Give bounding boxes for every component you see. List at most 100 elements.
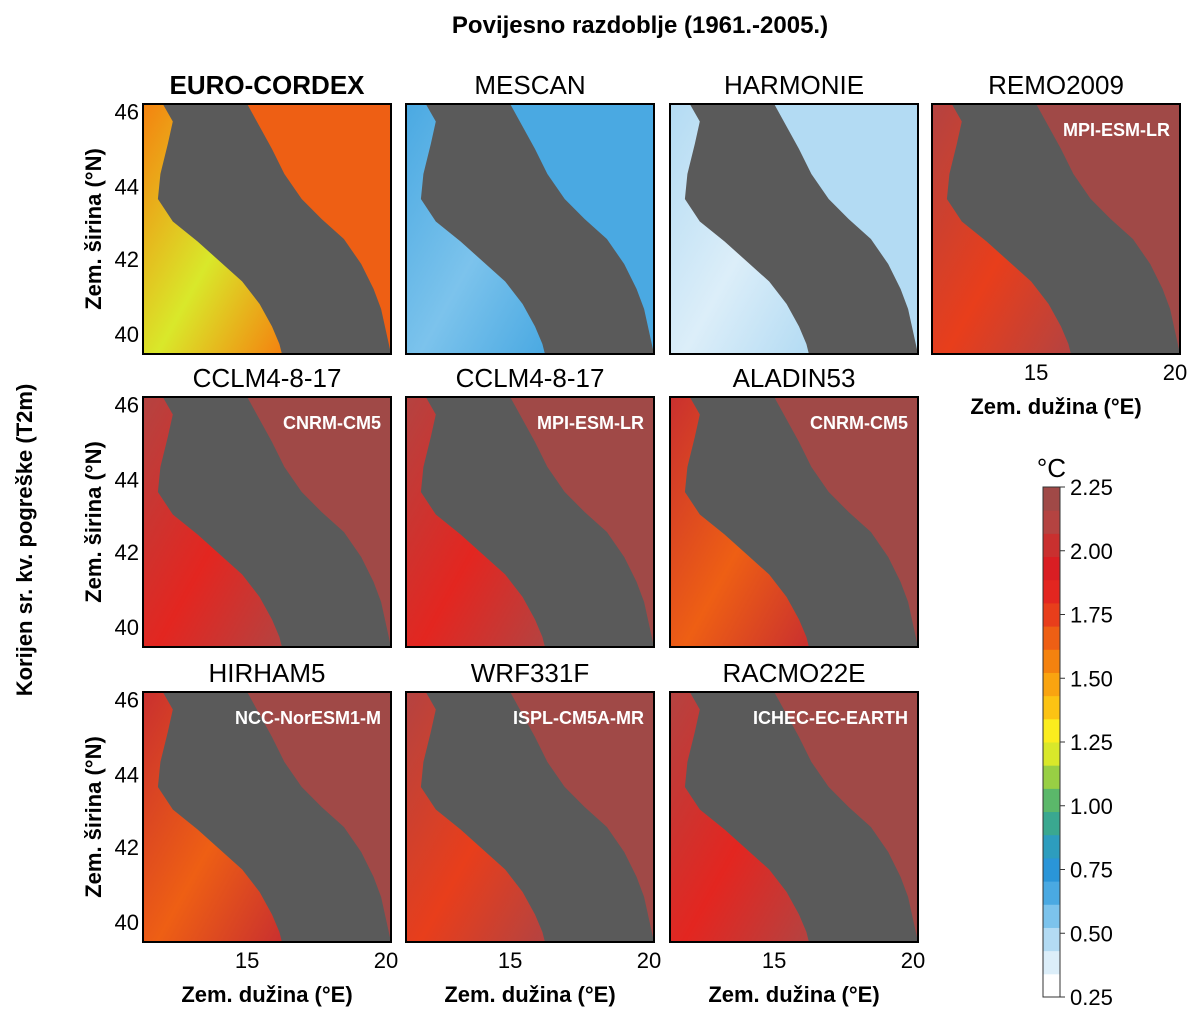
panel-title: CCLM4-8-17 bbox=[193, 363, 342, 393]
x-axis-label: Zem. dužina (°E) bbox=[444, 982, 615, 1007]
panel-title: HARMONIE bbox=[724, 70, 864, 100]
colorbar-segment bbox=[1043, 927, 1060, 952]
panel-9: WRF331F ISPL-CM5A-MR bbox=[405, 658, 655, 943]
panel-frame bbox=[142, 396, 392, 648]
colorbar: 2.25 2.00 1.75 1.50 1.25 1.00 0.75 0.50 0.25 °C bbox=[1037, 453, 1113, 1010]
panel-6: CCLM4-8-17 MPI-ESM-LR bbox=[405, 363, 655, 648]
panel-1: EURO-CORDEX bbox=[142, 70, 392, 355]
colorbar-segment bbox=[1043, 881, 1060, 905]
colorbar-segment bbox=[1043, 857, 1060, 882]
y-tick-label: 46 bbox=[115, 393, 139, 418]
y-tick-label: 42 bbox=[115, 540, 139, 565]
panel-title: CCLM4-8-17 bbox=[456, 363, 605, 393]
colorbar-segment bbox=[1043, 742, 1060, 766]
colorbar-segment bbox=[1043, 510, 1060, 534]
y-tick-label: 44 bbox=[115, 763, 139, 788]
x-tick-label: 20 bbox=[1163, 360, 1187, 385]
land-balkans bbox=[510, 397, 654, 647]
colorbar-segment bbox=[1043, 672, 1060, 697]
colorbar-segment bbox=[1043, 904, 1060, 928]
panel-frame bbox=[142, 103, 392, 355]
y-axis-label: Zem. širina (°N) bbox=[81, 736, 106, 898]
colorbar-segment bbox=[1043, 834, 1060, 859]
colorbar-segment bbox=[1043, 718, 1060, 743]
y-tick-label: 44 bbox=[115, 468, 139, 493]
y-tick-label: 42 bbox=[115, 247, 139, 272]
colorbar-segment bbox=[1043, 649, 1060, 673]
colorbar-segment bbox=[1043, 556, 1060, 581]
colorbar-segment bbox=[1043, 487, 1060, 511]
panel-3: HARMONIE bbox=[669, 70, 919, 355]
colorbar-tick-label: 1.50 bbox=[1070, 666, 1113, 691]
colorbar-tick-label: 2.25 bbox=[1070, 475, 1113, 500]
panel-frame bbox=[142, 691, 392, 943]
panel-frame bbox=[931, 103, 1181, 355]
y-tick-label: 40 bbox=[115, 615, 139, 640]
overall-y-label: Korijen sr. kv. pogreške (T2m) bbox=[12, 384, 37, 697]
land-italy bbox=[932, 104, 1071, 354]
panel-frame bbox=[405, 103, 655, 355]
x-axis-label: Zem. dužina (°E) bbox=[181, 982, 352, 1007]
x-axis-label: Zem. dužina (°E) bbox=[970, 394, 1141, 419]
colorbar-segment bbox=[1043, 973, 1060, 998]
x-tick-label: 20 bbox=[637, 948, 661, 973]
y-tick-label: 40 bbox=[115, 322, 139, 347]
land-italy bbox=[670, 104, 809, 354]
colorbar-tick-label: 1.00 bbox=[1070, 794, 1113, 819]
figure-title: Povijesno razdoblje (1961.-2005.) bbox=[452, 12, 828, 39]
panel-driver-label: ISPL-CM5A-MR bbox=[513, 708, 644, 728]
y-axis-label: Zem. širina (°N) bbox=[81, 148, 106, 310]
colorbar-segment bbox=[1043, 626, 1060, 650]
land-balkans bbox=[247, 692, 391, 942]
colorbar-tick-label: 0.25 bbox=[1070, 985, 1113, 1010]
panel-10: RACMO22E ICHEC-EC-EARTH bbox=[669, 658, 919, 943]
y-tick-label: 42 bbox=[115, 835, 139, 860]
land-italy bbox=[670, 692, 809, 942]
panel-driver-label: CNRM-CM5 bbox=[283, 413, 381, 433]
colorbar-segment bbox=[1043, 788, 1060, 813]
panel-2: MESCAN bbox=[405, 70, 655, 355]
land-italy bbox=[406, 104, 545, 354]
land-balkans bbox=[247, 104, 391, 354]
land-italy bbox=[143, 104, 282, 354]
x-tick-label: 20 bbox=[901, 948, 925, 973]
panels: EURO-CORDEX MESCAN HARMONIE REMO2009 MPI-ESM… bbox=[142, 70, 1181, 943]
colorbar-segment bbox=[1043, 533, 1060, 558]
x-tick-label: 15 bbox=[235, 948, 259, 973]
y-tick-label: 46 bbox=[115, 688, 139, 713]
y-tick-label: 40 bbox=[115, 910, 139, 935]
x-axis-label: Zem. dužina (°E) bbox=[708, 982, 879, 1007]
x-tick-label: 15 bbox=[1024, 360, 1048, 385]
panel-frame bbox=[405, 396, 655, 648]
panel-frame bbox=[669, 396, 919, 648]
colorbar-tick-label: 2.00 bbox=[1070, 539, 1113, 564]
panel-driver-label: CNRM-CM5 bbox=[810, 413, 908, 433]
land-balkans bbox=[247, 397, 391, 647]
land-balkans bbox=[510, 104, 654, 354]
panel-driver-label: MPI-ESM-LR bbox=[537, 413, 644, 433]
land-italy bbox=[406, 397, 545, 647]
colorbar-segment bbox=[1043, 695, 1060, 720]
colorbar-segment bbox=[1043, 811, 1060, 836]
land-italy bbox=[670, 397, 809, 647]
panel-frame bbox=[405, 691, 655, 943]
panel-title: WRF331F bbox=[471, 658, 589, 688]
panel-title: MESCAN bbox=[474, 70, 585, 100]
land-balkans bbox=[774, 104, 918, 354]
panel-5: CCLM4-8-17 CNRM-CM5 bbox=[142, 363, 392, 648]
panel-title: RACMO22E bbox=[722, 658, 865, 688]
land-balkans bbox=[510, 692, 654, 942]
colorbar-tick-label: 1.25 bbox=[1070, 730, 1113, 755]
panel-title: HIRHAM5 bbox=[208, 658, 325, 688]
y-tick-label: 46 bbox=[115, 100, 139, 125]
x-tick-label: 15 bbox=[498, 948, 522, 973]
panel-frame bbox=[669, 103, 919, 355]
panel-driver-label: NCC-NorESM1-M bbox=[235, 708, 381, 728]
panel-driver-label: MPI-ESM-LR bbox=[1063, 120, 1170, 140]
colorbar-segment bbox=[1043, 765, 1060, 789]
colorbar-segment bbox=[1043, 602, 1060, 627]
panel-title: ALADIN53 bbox=[733, 363, 856, 393]
panel-7: ALADIN53 CNRM-CM5 bbox=[669, 363, 919, 648]
colorbar-tick-label: 0.50 bbox=[1070, 921, 1113, 946]
